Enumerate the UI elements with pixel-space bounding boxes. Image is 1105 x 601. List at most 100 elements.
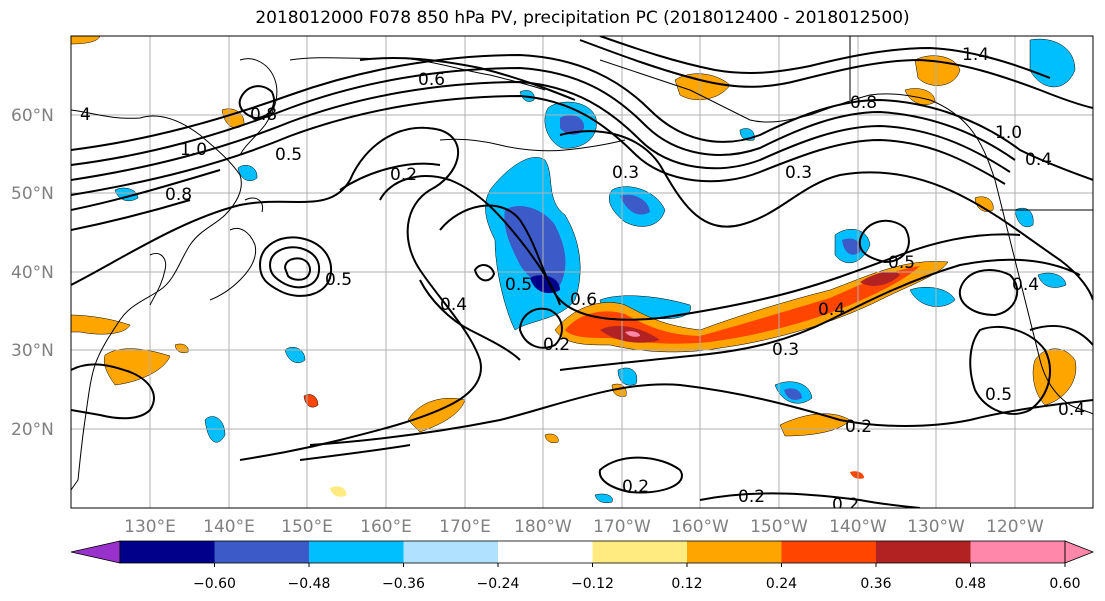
- neg-shade-ne-2: [1014, 207, 1034, 228]
- colorbar-bin: [781, 541, 877, 563]
- lon-label-150e: 150°E: [281, 517, 333, 537]
- contour-label: 0.8: [850, 93, 877, 113]
- pos-shade-south-4: [330, 486, 347, 497]
- contour-0-2-b: [309, 383, 1093, 446]
- colorbar-bin: [309, 541, 404, 563]
- colorbar-bin: [592, 541, 688, 563]
- lat-label-20n: 20°N: [11, 420, 54, 440]
- contour-loop-3: [283, 257, 311, 281]
- contour-wide-a: [379, 175, 561, 306]
- colorbar-tick-label: 0.12: [671, 576, 702, 592]
- contour-label: 0.2: [390, 165, 417, 185]
- lon-label-180w: 180°W: [514, 517, 572, 537]
- colorbar-bin: [498, 541, 593, 563]
- contour-wide-b: [339, 162, 441, 191]
- pos-shade-jet-5: [860, 271, 900, 286]
- contour-label: 0.8: [165, 185, 192, 205]
- contour-jet-3: [71, 80, 1011, 181]
- colorbar-bin: [214, 541, 310, 563]
- lon-label-140e: 140°E: [203, 517, 255, 537]
- colorbar-bin: [970, 541, 1066, 563]
- contour-0-4-b: [419, 279, 521, 361]
- coast-kamchatka: [239, 58, 278, 156]
- colorbar-tick-label: −0.24: [477, 576, 520, 592]
- colorbar-bin: [403, 541, 499, 563]
- contour-wide-d: [71, 169, 221, 211]
- contour-label: 0.6: [570, 290, 597, 310]
- contour-label: 0.8: [250, 105, 277, 125]
- colorbar-bin: [687, 541, 782, 563]
- contour-label: 0.3: [785, 163, 812, 183]
- coast-asia: [71, 109, 242, 491]
- contour-label: 0.5: [505, 275, 532, 295]
- neg-shade-west-2: [284, 347, 306, 363]
- colorbar-extend-low: [70, 540, 121, 564]
- contour-jet-1: [71, 53, 1093, 181]
- pos-shade-jet-2: [565, 266, 920, 344]
- colorbar-tick-label: −0.36: [382, 576, 425, 592]
- contour-wide-c: [299, 444, 411, 461]
- contour-west-tongue: [71, 363, 155, 420]
- neg-shade-west-5: [237, 165, 258, 181]
- lat-axis: 60°N 50°N 40°N 30°N 20°N: [11, 106, 54, 440]
- contour-0-2-c: [598, 456, 683, 494]
- contour-label: 0.4: [440, 295, 467, 315]
- contour-label: 0.4: [818, 300, 845, 320]
- lon-label-140w: 140°W: [829, 517, 887, 537]
- coast-japan: [209, 197, 264, 301]
- pos-shade-ne-4: [974, 196, 994, 212]
- contour-label: 0.3: [772, 340, 799, 360]
- lon-label-160w: 160°W: [671, 517, 729, 537]
- contour-label: 0.5: [888, 253, 915, 273]
- contour-label: 0.4: [1058, 400, 1085, 420]
- lon-label-130w: 130°W: [907, 517, 965, 537]
- pos-shade-south-3: [544, 433, 559, 443]
- colorbar-tick-label: −0.12: [571, 576, 614, 592]
- colorbar-tick-label: 0.24: [766, 576, 797, 592]
- contour-label: 1.0: [995, 123, 1022, 143]
- contour-loop-5: [518, 307, 563, 349]
- neg-shade-east-3: [909, 287, 956, 307]
- pos-shade-se-1: [1032, 348, 1077, 406]
- contour-label: 0.6: [418, 70, 445, 90]
- contour-loop-1: [258, 236, 333, 297]
- contour-0-3-b: [559, 258, 1081, 371]
- contour-loop-7: [958, 269, 1019, 317]
- lon-label-170w: 170°W: [593, 517, 651, 537]
- colorbar-tick-label: −0.48: [288, 576, 331, 592]
- colorbar-extend-high: [1064, 540, 1095, 564]
- contour-loop-2: [268, 246, 320, 289]
- contour-wide-e: [71, 199, 191, 231]
- colorbar-tick-label: 0.60: [1049, 576, 1080, 592]
- pv-contours: [71, 36, 1093, 508]
- pos-shade-west-1: [71, 314, 131, 335]
- colorbar-bin: [120, 541, 215, 563]
- contour-label: 0.4: [1012, 275, 1039, 295]
- lon-label-170e: 170°E: [439, 517, 491, 537]
- neg-shade-east-5: [784, 388, 802, 400]
- contour-label: 1.4: [962, 45, 989, 65]
- colorbar-bin: [876, 541, 971, 563]
- contour-label: 0.2: [845, 417, 872, 437]
- coast-siberia: [289, 57, 546, 91]
- contour-jet-5: [579, 39, 1093, 109]
- contour-label: 0.3: [612, 163, 639, 183]
- contour-jet-6: [599, 36, 1051, 79]
- contour-label: 0.4: [1025, 150, 1052, 170]
- contour-label: 4: [80, 105, 91, 125]
- precip-shading: [71, 36, 1077, 503]
- contour-label: 0.5: [325, 270, 352, 290]
- coast-korea: [149, 253, 167, 306]
- lat-label-40n: 40°N: [11, 263, 54, 283]
- map-frame: [70, 35, 1094, 509]
- neg-shade-east-2: [842, 238, 861, 255]
- contour-label: 0.5: [275, 145, 302, 165]
- colorbar-tick-label: 0.48: [955, 576, 986, 592]
- neg-shade-bering-2: [560, 115, 585, 135]
- contour-label: 0.2: [832, 495, 859, 515]
- contour-0-6-a: [359, 57, 576, 101]
- lon-label-160e: 160°E: [360, 517, 412, 537]
- lat-label-50n: 50°N: [11, 184, 54, 204]
- lon-label-130e: 130°E: [124, 517, 176, 537]
